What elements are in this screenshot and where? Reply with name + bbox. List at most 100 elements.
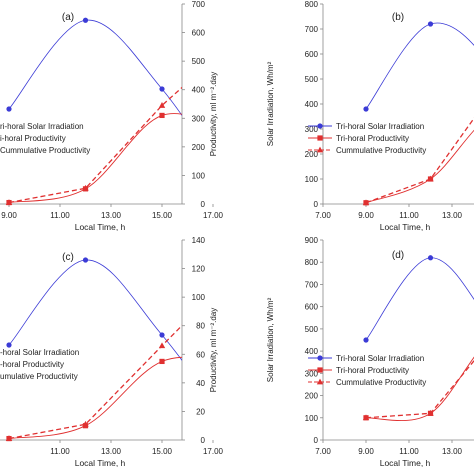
left-tick-label: 500 bbox=[305, 75, 319, 84]
data-point-irr bbox=[82, 17, 89, 23]
legend-marker bbox=[316, 146, 324, 153]
left-axis-label: Solar Irradiation, Wh/m² bbox=[266, 61, 275, 146]
panel-label: (b) bbox=[392, 12, 404, 23]
panel-label: (c) bbox=[62, 252, 74, 263]
x-tick-label: 9.00 bbox=[1, 211, 17, 220]
x-axis-label: Local Time, h bbox=[380, 458, 431, 468]
data-point-irr bbox=[427, 21, 434, 27]
data-point-cum bbox=[235, 265, 241, 271]
x-tick-label: 13.00 bbox=[442, 447, 463, 456]
left-tick-label: 800 bbox=[305, 258, 319, 267]
data-point-prod bbox=[236, 133, 241, 138]
right-tick-label: 80 bbox=[196, 322, 205, 331]
legend-marker bbox=[317, 135, 323, 141]
right-tick-label: 200 bbox=[192, 143, 206, 152]
right-tick-label: 60 bbox=[196, 350, 205, 359]
right-tick-label: 400 bbox=[192, 86, 206, 95]
series-group bbox=[5, 17, 241, 206]
data-point-cum bbox=[82, 420, 89, 427]
data-point-cum bbox=[158, 102, 166, 108]
left-tick-label: 100 bbox=[305, 414, 319, 423]
x-axis-label: Local Time, h bbox=[75, 222, 126, 232]
x-tick-label: 11.00 bbox=[50, 211, 70, 220]
data-point-irr bbox=[427, 255, 434, 261]
data-point-cum bbox=[362, 414, 370, 421]
right-tick-label: 100 bbox=[192, 171, 206, 180]
x-tick-label: 15.00 bbox=[152, 447, 173, 456]
x-tick-label: 13.00 bbox=[101, 447, 122, 456]
left-tick-label: 300 bbox=[305, 125, 319, 134]
legend-text: -horal Solar Irradiation bbox=[0, 348, 79, 357]
left-tick-label: 600 bbox=[305, 50, 319, 59]
left-tick-label: 200 bbox=[305, 392, 319, 401]
left-tick-label: 400 bbox=[305, 347, 319, 356]
data-point-cum bbox=[158, 342, 166, 349]
series-line-prod bbox=[365, 356, 474, 422]
data-point-prod bbox=[159, 112, 165, 119]
series-group bbox=[5, 257, 241, 442]
data-point-cum bbox=[427, 175, 434, 182]
data-point-prod bbox=[159, 358, 165, 365]
legend: -horal Solar Irradiation -horal Productiv… bbox=[0, 348, 79, 381]
series-group bbox=[362, 21, 474, 206]
chart-panel-a: 9.00 11.00 13.00 15.00 17.00 Local Time, h 0 10… bbox=[0, 0, 241, 232]
data-point-irr bbox=[6, 106, 12, 112]
data-point-cum bbox=[427, 409, 434, 416]
right-tick-label: 500 bbox=[192, 57, 206, 66]
series-line-irr bbox=[8, 19, 182, 117]
series-line-cum bbox=[365, 117, 474, 204]
legend-text: Cummulative Productivity bbox=[336, 378, 426, 387]
x-tick-label: 9.00 bbox=[358, 447, 374, 456]
x-tick-label: 11.00 bbox=[399, 211, 419, 220]
right-tick-label: 20 bbox=[196, 407, 205, 416]
right-tick-label: 140 bbox=[192, 236, 206, 245]
x-tick-label: 11.00 bbox=[50, 447, 70, 456]
data-point-cum bbox=[235, 33, 241, 39]
data-point-irr bbox=[236, 199, 241, 204]
left-tick-label: 100 bbox=[305, 175, 319, 184]
panel-label: (a) bbox=[62, 12, 74, 23]
series-line-cum bbox=[8, 324, 182, 440]
right-tick-label: 300 bbox=[192, 114, 206, 123]
panel-label: (d) bbox=[392, 250, 404, 261]
legend-text: Cummulative Productivity bbox=[336, 146, 426, 155]
data-point-irr bbox=[236, 436, 241, 441]
data-point-irr bbox=[363, 337, 369, 343]
legend: Tri-horal Solar Irradiation Tri-horal Pro… bbox=[308, 122, 426, 155]
legend-marker bbox=[317, 367, 323, 373]
data-point-irr bbox=[6, 342, 12, 348]
legend-text: Tri-horal Solar Irradiation bbox=[336, 354, 424, 363]
left-tick-label: 0 bbox=[314, 436, 319, 445]
right-tick-label: 700 bbox=[192, 0, 206, 9]
x-tick-label: 13.00 bbox=[442, 211, 463, 220]
x-tick-label: 13.00 bbox=[101, 211, 122, 220]
legend-text: Tri-horal Productivity bbox=[336, 134, 409, 143]
left-axis-label: Solar Irradiation, Wh/m² bbox=[266, 297, 275, 382]
data-point-cum bbox=[5, 435, 13, 441]
right-tick-label: 0 bbox=[201, 436, 206, 445]
x-axis-label: Local Time, h bbox=[380, 222, 431, 232]
legend-marker bbox=[317, 355, 323, 361]
series-line-irr bbox=[365, 22, 474, 110]
x-tick-label: 7.00 bbox=[315, 211, 331, 220]
left-tick-label: 400 bbox=[305, 100, 319, 109]
legend-text: umulative Productivity bbox=[0, 372, 78, 381]
data-point-cum bbox=[5, 199, 13, 205]
left-tick-label: 300 bbox=[305, 369, 319, 378]
left-tick-label: 700 bbox=[305, 25, 319, 34]
left-tick-label: 800 bbox=[305, 0, 319, 9]
left-tick-label: 900 bbox=[305, 236, 319, 245]
x-tick-label: 15.00 bbox=[152, 211, 173, 220]
left-tick-label: 200 bbox=[305, 150, 319, 159]
left-tick-label: 700 bbox=[305, 280, 319, 289]
left-tick-label: 500 bbox=[305, 325, 319, 334]
legend-text: i-horal Productivity bbox=[0, 134, 66, 143]
series-line-irr bbox=[8, 259, 182, 361]
x-tick-label: 11.00 bbox=[399, 447, 419, 456]
series-group bbox=[362, 255, 474, 422]
data-point-cum bbox=[82, 184, 89, 191]
right-tick-label: 0 bbox=[201, 200, 206, 209]
chart-panel-d: 7.00 9.00 11.00 13.00 Local Time, h 0 100 200 30… bbox=[266, 236, 474, 468]
legend: ri-horal Solar Irradiation i-horal Produc… bbox=[0, 122, 90, 155]
